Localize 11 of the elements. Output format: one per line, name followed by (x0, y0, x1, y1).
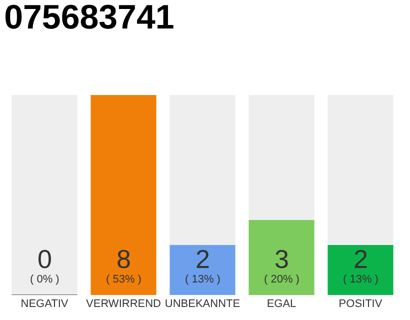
data-label: 3 ( 20% ) (264, 244, 300, 286)
data-label: 8 ( 53% ) (106, 244, 142, 286)
x-tick-label: EGAL (266, 298, 296, 310)
x-tick-label: VERWIRREND (86, 298, 162, 310)
chart-title: 075683741 (4, 0, 174, 37)
x-tick-label: UNBEKANNTE (164, 298, 240, 310)
x-tick-label: POSITIV (338, 298, 383, 310)
data-label: 0 ( 0% ) (30, 244, 60, 286)
x-tick-label: NEGATIV (20, 298, 69, 310)
data-label: 2 ( 13% ) (343, 244, 378, 286)
data-label: 2 ( 13% ) (185, 244, 220, 286)
